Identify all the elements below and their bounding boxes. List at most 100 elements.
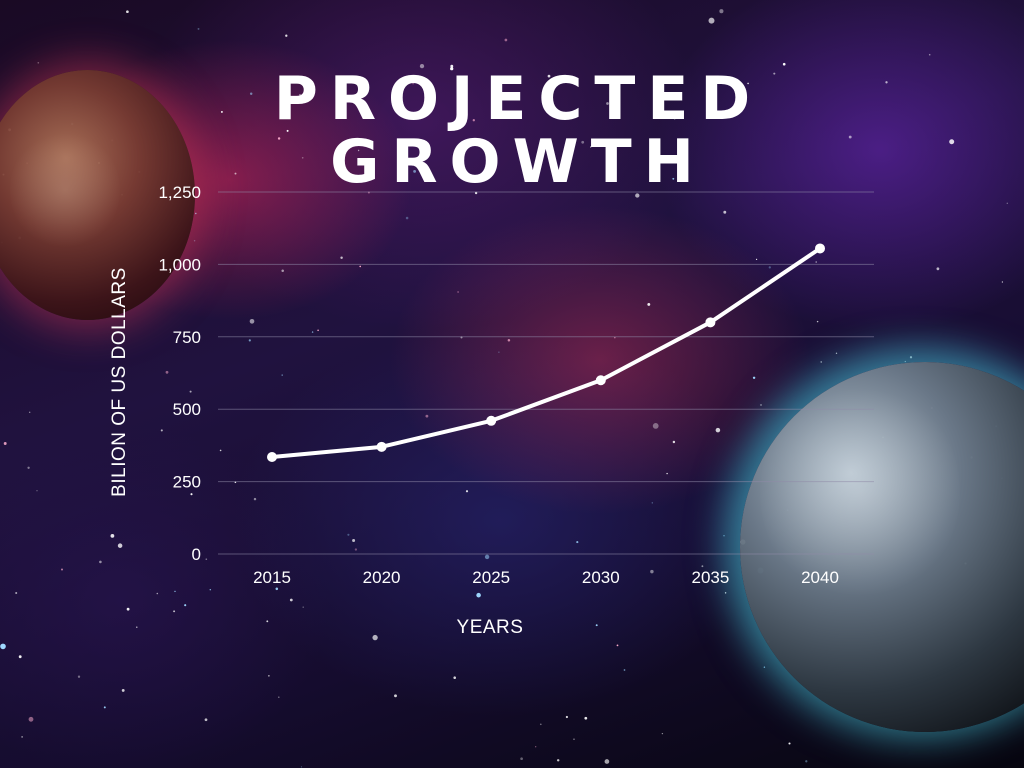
star (204, 718, 208, 722)
star (752, 376, 756, 380)
star (465, 490, 469, 493)
star (604, 759, 610, 764)
star (928, 53, 931, 56)
y-tick-label: 250 (173, 473, 201, 492)
star (3, 442, 7, 445)
star (285, 116, 288, 119)
series-line-group (270, 246, 822, 459)
star (805, 760, 808, 763)
star (555, 179, 558, 182)
star (253, 497, 257, 501)
star (248, 339, 251, 342)
star (647, 302, 651, 306)
star (904, 360, 906, 363)
gridlines (218, 191, 874, 555)
star (650, 569, 654, 574)
x-tick-label: 2025 (472, 568, 510, 587)
x-tick-label: 2015 (253, 568, 291, 587)
star (595, 624, 598, 627)
star (581, 140, 585, 144)
star (457, 291, 460, 293)
star (126, 607, 130, 611)
star (507, 339, 511, 342)
x-axis-label: YEARS (457, 617, 524, 638)
star (573, 738, 575, 741)
star (773, 72, 776, 75)
star (36, 490, 38, 492)
star (281, 269, 284, 273)
y-tick-label: 1,250 (158, 183, 201, 202)
star (205, 558, 208, 560)
star (535, 746, 537, 748)
star (123, 340, 125, 342)
star (60, 568, 64, 571)
star (672, 440, 676, 444)
star (768, 266, 771, 269)
star (820, 361, 822, 363)
y-axis-ticks: 0 250 500 750 1,000 1,250 (158, 183, 201, 564)
star (77, 675, 81, 678)
y-tick-label: 750 (173, 328, 201, 347)
star (405, 216, 409, 220)
star (413, 169, 417, 173)
star (427, 86, 431, 90)
star (249, 318, 255, 324)
star (110, 534, 115, 538)
star (788, 742, 791, 745)
star (281, 374, 283, 376)
data-point (595, 375, 606, 386)
data-point (815, 243, 825, 254)
star (394, 694, 397, 698)
star (126, 10, 129, 14)
star (504, 38, 508, 42)
star (539, 723, 542, 726)
star (289, 598, 293, 602)
star (848, 135, 852, 139)
star (160, 429, 163, 432)
star (472, 119, 475, 122)
star (174, 590, 176, 593)
star (234, 172, 237, 175)
star (635, 193, 640, 198)
star (936, 267, 940, 271)
star (835, 352, 838, 354)
star (301, 156, 304, 159)
star (99, 560, 102, 564)
star (816, 320, 819, 323)
star (782, 62, 786, 66)
chart-title: PROJECTED GROWTH (0, 68, 1024, 194)
y-axis-label: BILION OF US DOLLARS (109, 267, 130, 497)
star (815, 261, 817, 263)
star (249, 92, 253, 95)
star (27, 466, 30, 469)
star (340, 256, 343, 259)
star (652, 423, 659, 429)
star (156, 592, 159, 595)
star (278, 696, 280, 698)
star (701, 565, 704, 568)
x-tick-label: 2020 (363, 568, 401, 587)
star (584, 716, 588, 720)
y-tick-label: 1,000 (158, 255, 201, 274)
star (1006, 202, 1008, 204)
star (590, 146, 592, 148)
star (0, 643, 6, 650)
star (453, 676, 456, 679)
star (117, 543, 123, 548)
star (708, 17, 715, 24)
star (15, 591, 18, 595)
star (298, 93, 302, 96)
star (184, 604, 187, 607)
star (419, 63, 425, 69)
data-point (376, 441, 387, 452)
star (755, 258, 758, 261)
star (189, 390, 192, 393)
star (715, 427, 721, 433)
star (21, 736, 23, 738)
star (616, 644, 619, 647)
star (300, 766, 303, 768)
star (724, 592, 727, 594)
star (193, 240, 196, 242)
star (484, 554, 490, 560)
